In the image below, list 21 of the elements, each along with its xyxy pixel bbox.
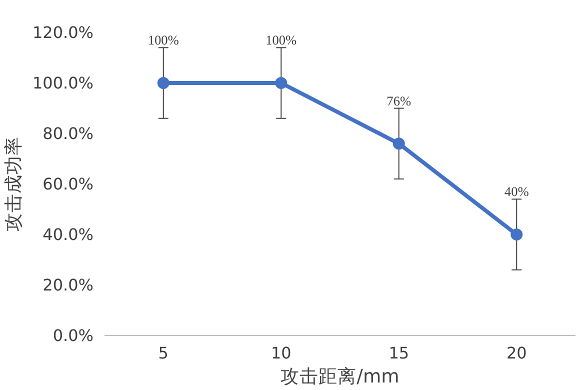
y-tick-label: 60.0% <box>42 174 94 194</box>
y-tick-label: 120.0% <box>32 23 94 42</box>
x-tick-label: 10 <box>270 344 292 362</box>
y-tick-label: 40.0% <box>42 225 94 244</box>
data-label: 100% <box>266 32 297 48</box>
point <box>157 77 170 89</box>
data-label: 100% <box>148 32 179 48</box>
y-tick-label: 0.0% <box>52 326 94 345</box>
point <box>510 228 523 240</box>
y-tick-label: 80.0% <box>42 124 94 143</box>
x-tick-label: 20 <box>506 344 527 362</box>
y-axis-title: 攻击成功率 <box>2 136 24 232</box>
x-axis-title: 攻击距离/mm <box>280 366 400 388</box>
point <box>275 77 288 89</box>
x-tick-label: 5 <box>158 344 168 362</box>
data-label: 40% <box>504 184 529 200</box>
point <box>392 138 405 150</box>
y-tick-label: 20.0% <box>42 276 94 294</box>
y-tick-label: 100.0% <box>32 74 94 92</box>
data-label: 76% <box>386 93 412 108</box>
x-tick-label: 15 <box>388 344 410 362</box>
